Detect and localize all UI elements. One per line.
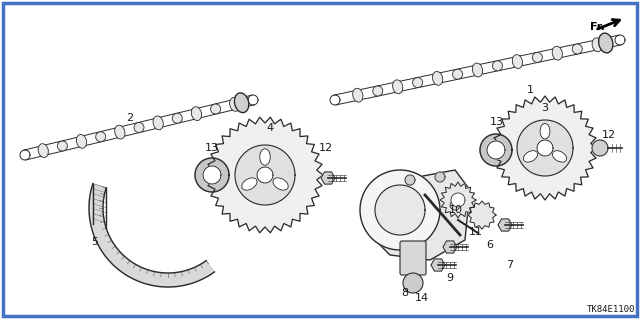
- Ellipse shape: [392, 80, 403, 94]
- Polygon shape: [592, 140, 608, 156]
- Polygon shape: [450, 200, 460, 210]
- Ellipse shape: [260, 149, 270, 165]
- Polygon shape: [480, 134, 512, 166]
- Ellipse shape: [598, 33, 613, 53]
- Ellipse shape: [172, 113, 182, 123]
- Ellipse shape: [134, 122, 144, 132]
- Polygon shape: [360, 170, 440, 250]
- Polygon shape: [435, 172, 445, 182]
- Ellipse shape: [76, 134, 86, 148]
- Polygon shape: [537, 140, 553, 156]
- Text: 6: 6: [486, 240, 493, 250]
- Ellipse shape: [492, 61, 502, 71]
- Polygon shape: [487, 141, 505, 159]
- Ellipse shape: [472, 63, 483, 77]
- Ellipse shape: [96, 132, 106, 142]
- Ellipse shape: [353, 88, 363, 102]
- Circle shape: [403, 273, 423, 293]
- Text: 9: 9: [447, 273, 454, 283]
- Polygon shape: [498, 219, 512, 231]
- Text: 13: 13: [205, 143, 219, 153]
- Polygon shape: [365, 170, 470, 260]
- Ellipse shape: [572, 44, 582, 54]
- Polygon shape: [375, 185, 425, 235]
- Polygon shape: [203, 166, 221, 184]
- Ellipse shape: [115, 125, 125, 139]
- Ellipse shape: [413, 78, 422, 88]
- Text: 12: 12: [602, 130, 616, 140]
- Ellipse shape: [540, 123, 550, 139]
- Ellipse shape: [452, 69, 463, 79]
- Polygon shape: [207, 117, 323, 233]
- Polygon shape: [468, 201, 496, 229]
- Text: 11: 11: [469, 227, 483, 237]
- Ellipse shape: [372, 86, 383, 96]
- Polygon shape: [89, 184, 214, 287]
- Ellipse shape: [191, 107, 202, 121]
- Ellipse shape: [153, 116, 163, 130]
- Polygon shape: [517, 120, 573, 176]
- Ellipse shape: [433, 71, 443, 85]
- Ellipse shape: [524, 151, 538, 162]
- Text: 12: 12: [319, 143, 333, 153]
- Text: Fr.: Fr.: [590, 22, 605, 32]
- Ellipse shape: [230, 98, 240, 111]
- Text: 8: 8: [401, 288, 408, 298]
- Ellipse shape: [58, 141, 67, 151]
- Ellipse shape: [592, 38, 602, 52]
- Text: 13: 13: [490, 117, 504, 127]
- Text: 1: 1: [527, 85, 534, 95]
- FancyBboxPatch shape: [400, 241, 426, 275]
- Text: 14: 14: [415, 293, 429, 303]
- Text: TK84E1100: TK84E1100: [587, 305, 635, 314]
- Ellipse shape: [512, 55, 522, 69]
- Polygon shape: [440, 182, 476, 218]
- Polygon shape: [431, 259, 445, 271]
- Text: 3: 3: [541, 103, 548, 113]
- Text: 4: 4: [266, 123, 273, 133]
- Ellipse shape: [552, 46, 563, 60]
- Polygon shape: [195, 158, 229, 192]
- Polygon shape: [443, 241, 457, 253]
- Polygon shape: [235, 145, 295, 205]
- Polygon shape: [493, 96, 597, 200]
- Polygon shape: [257, 167, 273, 183]
- Polygon shape: [451, 193, 465, 207]
- Polygon shape: [405, 175, 415, 185]
- Ellipse shape: [242, 178, 257, 190]
- Text: 10: 10: [449, 205, 463, 215]
- Ellipse shape: [273, 178, 288, 190]
- Text: 2: 2: [127, 113, 134, 123]
- Text: 5: 5: [92, 237, 99, 247]
- Ellipse shape: [532, 52, 542, 63]
- Polygon shape: [321, 172, 335, 184]
- Text: 7: 7: [506, 260, 513, 270]
- Ellipse shape: [552, 151, 566, 162]
- Ellipse shape: [234, 93, 249, 113]
- Ellipse shape: [38, 144, 49, 158]
- Ellipse shape: [211, 104, 221, 114]
